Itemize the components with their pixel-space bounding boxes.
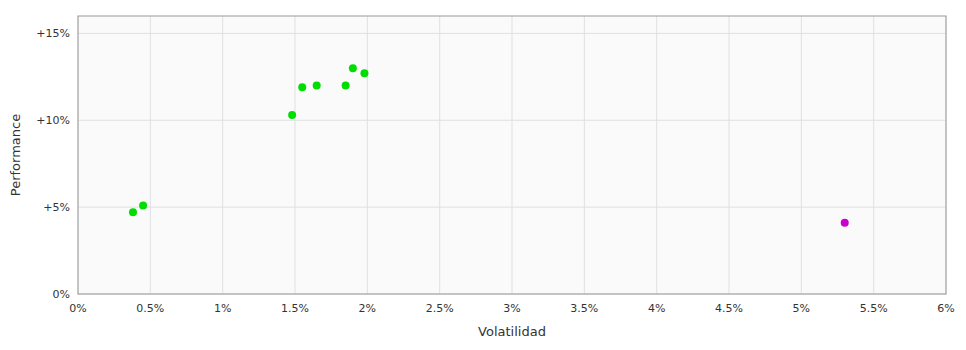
scatter-point	[342, 82, 350, 90]
x-tick-label: 1%	[214, 302, 231, 315]
grid-line-x	[512, 16, 513, 294]
grid	[78, 16, 946, 294]
x-tick-label: 4.5%	[715, 302, 743, 315]
scatter-point	[360, 69, 368, 77]
grid-line-x	[295, 16, 296, 294]
x-tick-label: 2.5%	[426, 302, 454, 315]
grid-line-x	[873, 16, 874, 294]
scatter-point	[288, 111, 296, 119]
grid-line-x	[584, 16, 585, 294]
x-tick-label: 4%	[648, 302, 665, 315]
x-tick-label: 0.5%	[136, 302, 164, 315]
grid-line-y	[78, 207, 946, 208]
x-tick-label: 3.5%	[570, 302, 598, 315]
grid-line-x	[801, 16, 802, 294]
grid-line-x	[439, 16, 440, 294]
x-tick-label: 1.5%	[281, 302, 309, 315]
chart-container: 0% 0.5% 1% 1.5% 2% 2.5% 3% 3.5% 4% 4.5% 5% 5.5% 6% 0%…	[0, 0, 966, 350]
grid-line-y	[78, 120, 946, 121]
series	[841, 219, 849, 227]
x-tick-label: 0%	[69, 302, 86, 315]
x-tick-label: 6%	[937, 302, 954, 315]
grid-line-x	[656, 16, 657, 294]
scatter-point	[298, 83, 306, 91]
y-tick-label: +15%	[36, 27, 70, 40]
x-axis-label: Volatilidad	[478, 324, 546, 339]
grid-line-x	[367, 16, 368, 294]
y-tick-label: 0%	[53, 288, 70, 301]
plot-frame	[78, 16, 946, 294]
scatter-point	[129, 208, 137, 216]
axes: 0% 0.5% 1% 1.5% 2% 2.5% 3% 3.5% 4% 4.5% 5% 5.5% 6% 0%…	[36, 27, 954, 315]
chart-svg: 0% 0.5% 1% 1.5% 2% 2.5% 3% 3.5% 4% 4.5% 5% 5.5% 6% 0%…	[0, 0, 966, 350]
grid-line-x	[150, 16, 151, 294]
scatter-point	[313, 82, 321, 90]
x-tick-label: 3%	[503, 302, 520, 315]
plot-area	[78, 16, 946, 294]
scatter-point	[841, 219, 849, 227]
y-tick-label: +10%	[36, 114, 70, 127]
grid-line-y	[78, 33, 946, 34]
grid-line-x	[729, 16, 730, 294]
y-axis-label: Performance	[8, 114, 23, 196]
points	[129, 64, 849, 227]
grid-line-x	[222, 16, 223, 294]
series	[129, 64, 368, 216]
x-tick-label: 5%	[793, 302, 810, 315]
x-tick-label: 2%	[359, 302, 376, 315]
scatter-point	[349, 64, 357, 72]
scatter-point	[139, 201, 147, 209]
y-tick-label: +5%	[43, 201, 70, 214]
x-tick-label: 5.5%	[860, 302, 888, 315]
